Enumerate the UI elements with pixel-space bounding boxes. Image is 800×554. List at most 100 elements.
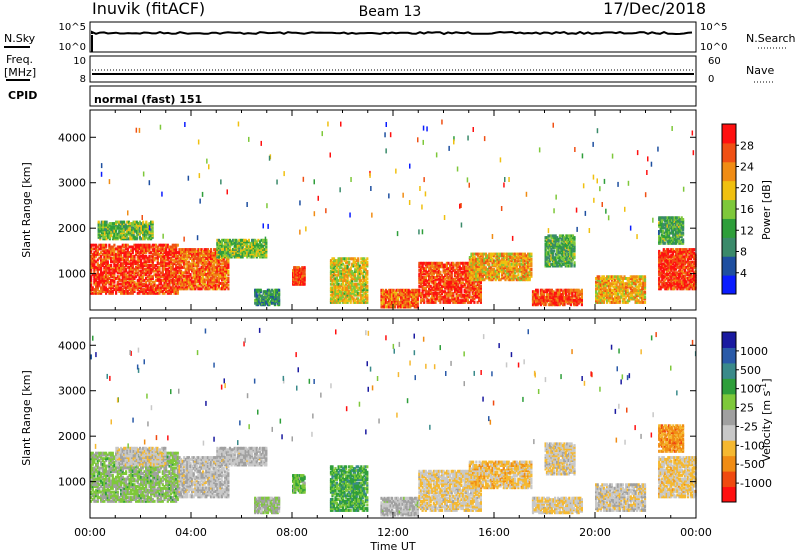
power-cell bbox=[141, 284, 144, 288]
power-cell bbox=[349, 271, 352, 275]
power-cell bbox=[107, 223, 110, 227]
power-cell bbox=[444, 293, 447, 297]
power-cell bbox=[449, 292, 452, 295]
power-cell bbox=[476, 281, 479, 285]
power-cell bbox=[200, 251, 203, 255]
power-cell bbox=[222, 238, 225, 242]
power-cell bbox=[183, 262, 186, 266]
power-cell bbox=[183, 287, 186, 291]
power-cell bbox=[191, 255, 194, 259]
power-cell bbox=[206, 271, 209, 275]
power-cell bbox=[93, 271, 96, 275]
power-cell bbox=[354, 286, 357, 290]
power-cell bbox=[143, 247, 146, 251]
power-cell bbox=[457, 288, 460, 292]
power-cell bbox=[131, 275, 134, 279]
power-cell bbox=[225, 269, 228, 273]
power-cell bbox=[432, 284, 435, 288]
power-cell bbox=[426, 284, 429, 288]
power-cell bbox=[176, 277, 179, 280]
power-cell bbox=[140, 277, 143, 280]
power-cell bbox=[445, 297, 448, 301]
power-cell bbox=[329, 300, 333, 304]
power-cell bbox=[479, 284, 482, 288]
power-cell bbox=[455, 283, 458, 287]
power-cell bbox=[483, 271, 486, 275]
power-cell bbox=[337, 271, 340, 275]
power-cell bbox=[123, 262, 126, 266]
power-cell bbox=[437, 295, 440, 299]
power-cell bbox=[462, 270, 465, 274]
power-cell bbox=[111, 280, 114, 284]
power-cell bbox=[194, 276, 197, 280]
power-cell bbox=[170, 252, 173, 256]
power-cell bbox=[214, 253, 217, 257]
power-cell bbox=[473, 268, 476, 271]
power-cell bbox=[123, 245, 126, 249]
power-cell bbox=[216, 278, 219, 282]
power-cell bbox=[211, 267, 214, 271]
power-cell bbox=[192, 262, 195, 266]
power-cell bbox=[475, 269, 478, 273]
power-cell bbox=[265, 290, 268, 294]
power-cell bbox=[136, 254, 139, 258]
power-cell bbox=[455, 281, 458, 285]
power-cell bbox=[431, 279, 434, 283]
power-cell bbox=[473, 274, 476, 278]
power-cell bbox=[175, 252, 178, 256]
power-cell bbox=[476, 288, 479, 292]
power-cell bbox=[409, 294, 412, 298]
power-cell bbox=[93, 280, 96, 284]
power-cell bbox=[303, 272, 306, 276]
power-cell bbox=[349, 299, 352, 303]
power-cell bbox=[249, 249, 252, 253]
power-cell bbox=[453, 297, 457, 301]
power-cell bbox=[473, 261, 476, 265]
power-cell bbox=[110, 273, 113, 277]
power-cell bbox=[429, 276, 432, 279]
power-cell bbox=[268, 291, 271, 295]
power-cell bbox=[165, 264, 168, 267]
power-cell bbox=[163, 275, 166, 279]
power-cell bbox=[200, 267, 203, 271]
power-cell bbox=[447, 295, 450, 299]
power-cell bbox=[462, 293, 465, 297]
power-cell bbox=[436, 277, 439, 281]
power-cell bbox=[200, 276, 203, 280]
power-cell bbox=[358, 288, 361, 292]
power-cell bbox=[191, 269, 194, 273]
power-cell bbox=[444, 284, 447, 288]
power-cell bbox=[105, 273, 108, 277]
power-cell bbox=[340, 260, 343, 264]
power-cell bbox=[111, 291, 114, 295]
power-cell bbox=[113, 249, 116, 253]
power-cell bbox=[238, 238, 241, 242]
power-cell bbox=[452, 292, 455, 295]
power-cell bbox=[133, 243, 136, 247]
power-cell bbox=[213, 273, 216, 276]
power-cell bbox=[580, 296, 583, 299]
power-cell bbox=[494, 256, 497, 259]
power-cell bbox=[192, 257, 195, 260]
power-cell bbox=[192, 276, 195, 280]
power-cell bbox=[90, 251, 93, 255]
power-cell bbox=[363, 275, 366, 279]
power-cell bbox=[345, 290, 348, 293]
power-cell bbox=[337, 295, 340, 299]
power-cell bbox=[198, 276, 202, 280]
power-cell bbox=[156, 245, 159, 249]
power-cell bbox=[168, 280, 171, 284]
power-cell bbox=[475, 264, 478, 268]
power-cell bbox=[135, 269, 138, 273]
power-cell bbox=[496, 259, 499, 263]
power-cell bbox=[116, 280, 119, 284]
power-cell bbox=[439, 279, 442, 283]
power-cell bbox=[101, 258, 104, 262]
power-cell bbox=[151, 226, 154, 230]
power-cell bbox=[105, 265, 108, 269]
power-cell bbox=[206, 269, 209, 273]
power-cell bbox=[355, 286, 358, 290]
power-cell bbox=[339, 295, 342, 299]
power-cell bbox=[125, 260, 128, 264]
power-cell bbox=[102, 225, 105, 229]
